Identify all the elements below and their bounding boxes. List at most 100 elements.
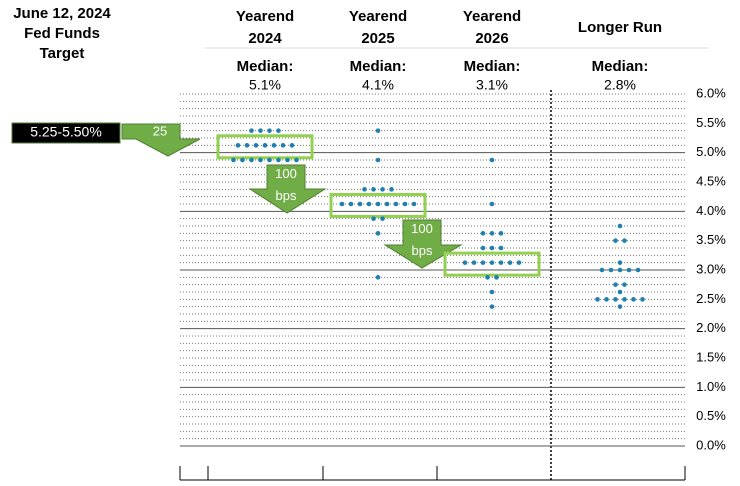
y-tick-label: 0.5% bbox=[696, 408, 726, 423]
dot bbox=[294, 157, 299, 163]
dot bbox=[507, 260, 513, 265]
median-box bbox=[216, 134, 314, 160]
dot bbox=[617, 267, 623, 273]
dot bbox=[489, 231, 495, 236]
column-header: Yearend 2025 bbox=[349, 8, 407, 47]
dot bbox=[599, 267, 605, 273]
current-target-box bbox=[11, 122, 121, 144]
dot bbox=[402, 201, 408, 207]
dot bbox=[635, 267, 641, 273]
dot bbox=[375, 157, 381, 163]
dot bbox=[258, 157, 263, 163]
dot bbox=[375, 275, 381, 280]
dot bbox=[276, 128, 281, 133]
dot bbox=[371, 187, 376, 192]
dot bbox=[498, 245, 504, 251]
y-tick-label: 4.5% bbox=[696, 173, 726, 188]
median-box bbox=[329, 192, 427, 218]
dot bbox=[480, 260, 486, 265]
chart-title: June 12, 2024 Fed Funds Target bbox=[13, 5, 111, 62]
dot bbox=[271, 143, 277, 148]
dot bbox=[622, 282, 627, 287]
dot bbox=[262, 143, 268, 148]
dot bbox=[258, 128, 263, 133]
dot bbox=[375, 201, 381, 207]
dot bbox=[480, 231, 486, 236]
dot bbox=[389, 187, 394, 192]
dot bbox=[613, 297, 618, 302]
median-value: 4.1% bbox=[362, 77, 394, 93]
column-header: Longer Run bbox=[578, 19, 662, 36]
dot bbox=[489, 201, 495, 207]
dot bbox=[249, 128, 254, 133]
y-tick-label: 1.5% bbox=[696, 349, 726, 364]
y-tick-label: 2.0% bbox=[696, 320, 726, 335]
dot bbox=[366, 201, 372, 207]
dot bbox=[253, 143, 259, 148]
dot bbox=[384, 201, 390, 207]
dot bbox=[489, 260, 495, 265]
dot bbox=[462, 260, 468, 265]
dot bbox=[285, 157, 290, 163]
move-arrow bbox=[383, 219, 463, 269]
y-tick-label: 3.5% bbox=[696, 232, 726, 247]
dot bbox=[393, 201, 399, 207]
dot bbox=[375, 128, 381, 133]
dot bbox=[613, 238, 618, 243]
dot bbox=[276, 157, 281, 163]
bottom-ticks bbox=[179, 466, 686, 480]
dot bbox=[617, 304, 623, 309]
column-header: Yearend 2024 bbox=[236, 8, 294, 47]
y-tick-label: 5.0% bbox=[696, 144, 726, 159]
dot bbox=[631, 297, 636, 302]
y-tick-label: 1.0% bbox=[696, 379, 726, 394]
dot bbox=[249, 157, 254, 163]
y-tick-label: 3.0% bbox=[696, 261, 726, 276]
y-tick-label: 6.0% bbox=[696, 85, 726, 100]
dot bbox=[380, 216, 385, 221]
dot bbox=[339, 201, 345, 207]
median-value: 3.1% bbox=[476, 77, 508, 93]
dot bbox=[617, 289, 623, 295]
column-header: Yearend 2026 bbox=[463, 8, 521, 47]
dot bbox=[231, 157, 236, 163]
dot bbox=[380, 187, 385, 192]
y-tick-label: 2.5% bbox=[696, 291, 726, 306]
dot bbox=[235, 143, 241, 148]
dot bbox=[375, 231, 381, 236]
dot bbox=[622, 238, 627, 243]
dot bbox=[489, 245, 495, 251]
dot bbox=[626, 267, 632, 273]
dot bbox=[267, 157, 272, 163]
dot bbox=[622, 297, 627, 302]
dot bbox=[362, 187, 367, 192]
move-label: 100 bps bbox=[275, 166, 297, 203]
dot bbox=[604, 297, 609, 302]
move-label: 25 bbox=[153, 123, 167, 138]
dot bbox=[489, 157, 495, 163]
dot bbox=[240, 157, 245, 163]
dot bbox=[267, 128, 272, 133]
median-label: Median: bbox=[464, 58, 521, 75]
dot bbox=[244, 143, 250, 148]
dot bbox=[471, 260, 477, 265]
dot bbox=[516, 260, 522, 265]
y-tick-label: 4.0% bbox=[696, 203, 726, 218]
move-label: 100 bps bbox=[411, 221, 433, 258]
dot bbox=[617, 223, 623, 229]
move-arrow bbox=[248, 164, 327, 214]
dot bbox=[595, 297, 600, 302]
median-label: Median: bbox=[592, 58, 649, 75]
median-value: 2.8% bbox=[604, 77, 636, 93]
current-target: 5.25-5.50% bbox=[30, 124, 102, 140]
dot bbox=[280, 143, 286, 148]
dot bbox=[489, 289, 495, 295]
dot bbox=[608, 267, 614, 273]
y-tick-label: 5.5% bbox=[696, 115, 726, 130]
dot bbox=[348, 201, 354, 207]
move-arrow bbox=[121, 123, 201, 157]
dot bbox=[640, 297, 645, 302]
dot bbox=[371, 216, 376, 221]
median-value: 5.1% bbox=[249, 77, 281, 93]
